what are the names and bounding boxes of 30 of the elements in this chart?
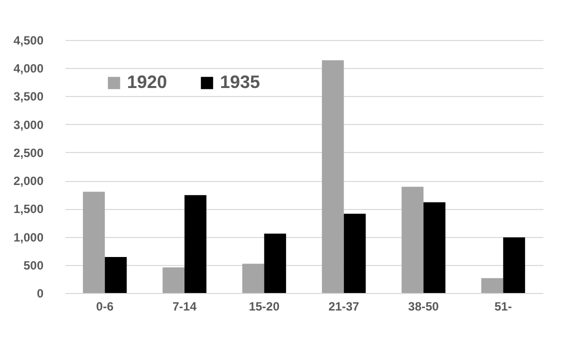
x-tick-label: 51- [494, 300, 512, 314]
y-tick-label: 4,000 [13, 62, 44, 76]
bar [402, 186, 424, 293]
bar [162, 267, 184, 293]
bar [264, 234, 286, 293]
bar [322, 60, 344, 293]
y-tick-label: 500 [23, 258, 44, 272]
y-tick-label: 4,500 [13, 34, 44, 48]
y-tick-label: 1,000 [13, 230, 44, 244]
x-tick-label: 7-14 [172, 300, 197, 314]
bar [481, 278, 504, 293]
x-tick-label: 0-6 [96, 300, 114, 314]
bar [242, 264, 264, 293]
y-tick-label: 1,500 [13, 202, 44, 216]
x-tick-label: 15-20 [248, 300, 280, 314]
y-tick-label: 2,000 [13, 174, 44, 188]
bar [104, 257, 127, 293]
bar [184, 195, 206, 293]
bar [503, 237, 526, 293]
bar [424, 202, 446, 293]
y-tick-label: 3,500 [13, 90, 44, 104]
x-tick-label: 21-37 [328, 300, 360, 314]
y-tick-label: 2,500 [13, 146, 44, 160]
y-tick-label: 0 [36, 286, 44, 300]
bar [344, 214, 366, 293]
y-tick-label: 3,000 [13, 118, 44, 132]
bar [82, 192, 105, 293]
legend-label: 1935 [220, 72, 260, 92]
legend-label: 1920 [127, 72, 168, 92]
x-tick-label: 38-50 [408, 300, 440, 314]
